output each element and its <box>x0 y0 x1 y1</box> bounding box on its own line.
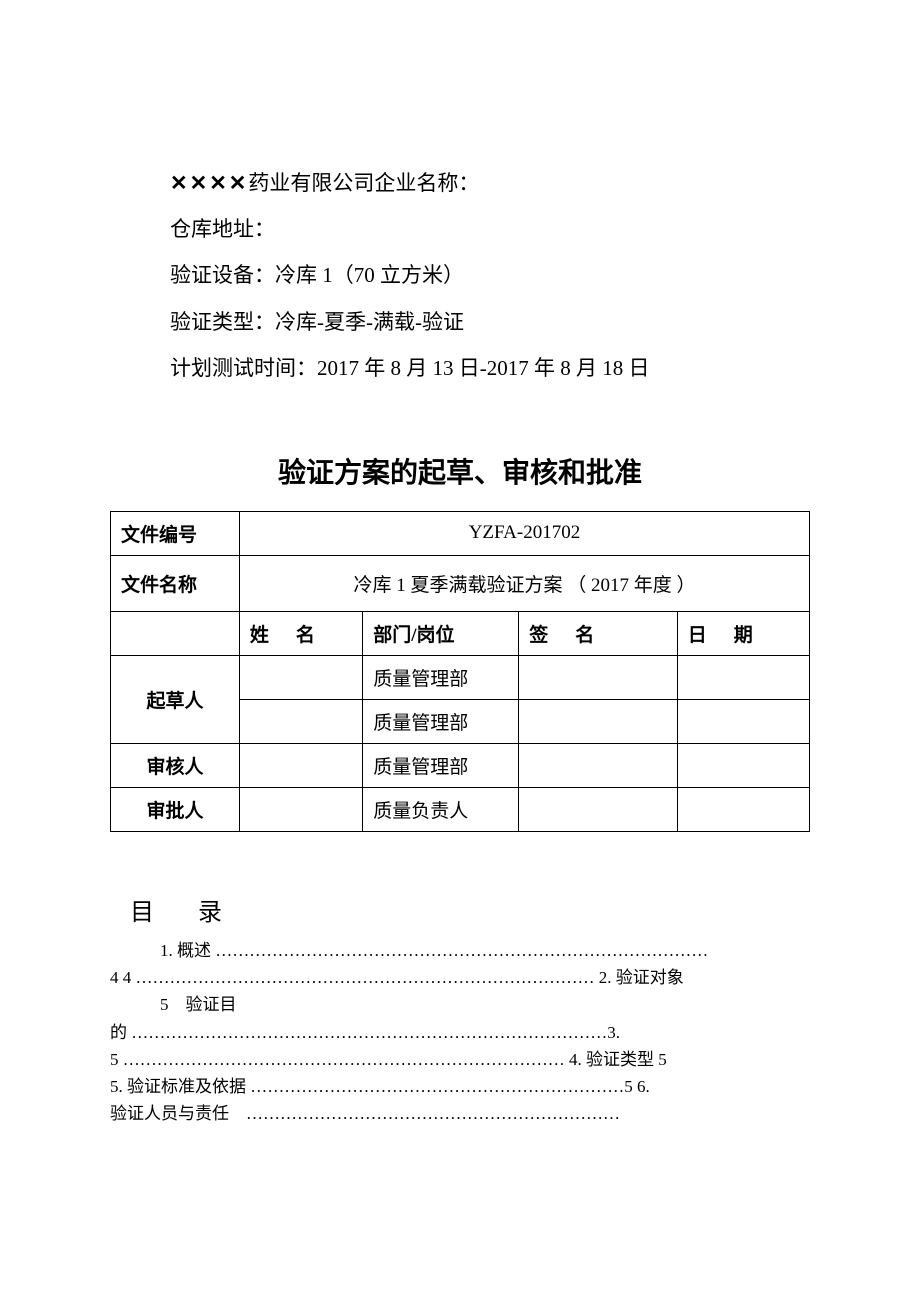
page: ✕✕✕✕药业有限公司企业名称： 仓库地址： 验证设备：冷库 1（70 立方米） … <box>0 0 920 1187</box>
dept-cell: 质量管理部 <box>363 699 519 743</box>
name-cell <box>239 655 362 699</box>
date-cell <box>677 743 809 787</box>
role-approve: 审批人 <box>111 787 240 831</box>
sign-cell <box>519 787 678 831</box>
equipment-line: 验证设备：冷库 1（70 立方米） <box>170 252 810 298</box>
company-text: 药业有限公司企业名称： <box>248 171 479 195</box>
time-line: 计划测试时间：2017 年 8 月 13 日-2017 年 8 月 18 日 <box>170 345 810 391</box>
toc-line: 的 …………………………………………………………………………3. <box>110 1023 620 1042</box>
dept-cell: 质量管理部 <box>363 655 519 699</box>
date-cell <box>677 655 809 699</box>
sign-cell <box>519 743 678 787</box>
type-line: 验证类型：冷库-夏季-满载-验证 <box>170 299 810 345</box>
table-row: 起草人 质量管理部 <box>111 655 810 699</box>
doc-name-label: 文件名称 <box>111 555 240 611</box>
table-row: 文件名称 冷库 1 夏季满载验证方案 （ 2017 年度 ） <box>111 555 810 611</box>
section-title: 验证方案的起草、审核和批准 <box>110 451 810 491</box>
toc-line: 5 验证目 <box>110 991 810 1018</box>
table-row: 审批人 质量负责人 <box>111 787 810 831</box>
table-header-row: 姓 名 部门/岗位 签 名 日 期 <box>111 611 810 655</box>
table-row: 审核人 质量管理部 <box>111 743 810 787</box>
toc-title: 目 录 <box>130 892 810 927</box>
company-prefix: ✕✕✕✕ <box>170 171 248 195</box>
empty-cell <box>111 611 240 655</box>
doc-name-value: 冷库 1 夏季满载验证方案 （ 2017 年度 ） <box>239 555 809 611</box>
toc-line: 1. 概述 …………………………………………………………………………… <box>110 937 810 964</box>
toc-line: 5. 验证标准及依据 …………………………………………………………5 6. <box>110 1077 650 1096</box>
doc-no-value: YZFA-201702 <box>239 511 809 555</box>
info-block: ✕✕✕✕药业有限公司企业名称： 仓库地址： 验证设备：冷库 1（70 立方米） … <box>170 160 810 391</box>
name-cell <box>239 743 362 787</box>
date-cell <box>677 699 809 743</box>
role-draft: 起草人 <box>111 655 240 743</box>
col-sign: 签 名 <box>519 611 678 655</box>
toc-line: 5 …………………………………………………………………… 4. 验证类型 5 <box>110 1050 667 1069</box>
dept-cell: 质量负责人 <box>363 787 519 831</box>
col-dept: 部门/岗位 <box>363 611 519 655</box>
sign-cell <box>519 699 678 743</box>
col-date: 日 期 <box>677 611 809 655</box>
name-cell <box>239 699 362 743</box>
col-name: 姓 名 <box>239 611 362 655</box>
toc-line: 4 4 ……………………………………………………………………… 2. 验证对象 <box>110 968 684 987</box>
table-row: 文件编号 YZFA-201702 <box>111 511 810 555</box>
address-line: 仓库地址： <box>170 206 810 252</box>
dept-cell: 质量管理部 <box>363 743 519 787</box>
role-review: 审核人 <box>111 743 240 787</box>
date-cell <box>677 787 809 831</box>
name-cell <box>239 787 362 831</box>
toc-line: 验证人员与责任 ………………………………………………………… <box>110 1104 620 1123</box>
approval-table: 文件编号 YZFA-201702 文件名称 冷库 1 夏季满载验证方案 （ 20… <box>110 511 810 832</box>
company-line: ✕✕✕✕药业有限公司企业名称： <box>170 160 810 206</box>
doc-no-label: 文件编号 <box>111 511 240 555</box>
toc-body: 1. 概述 …………………………………………………………………………… 4 4 … <box>110 937 810 1127</box>
sign-cell <box>519 655 678 699</box>
